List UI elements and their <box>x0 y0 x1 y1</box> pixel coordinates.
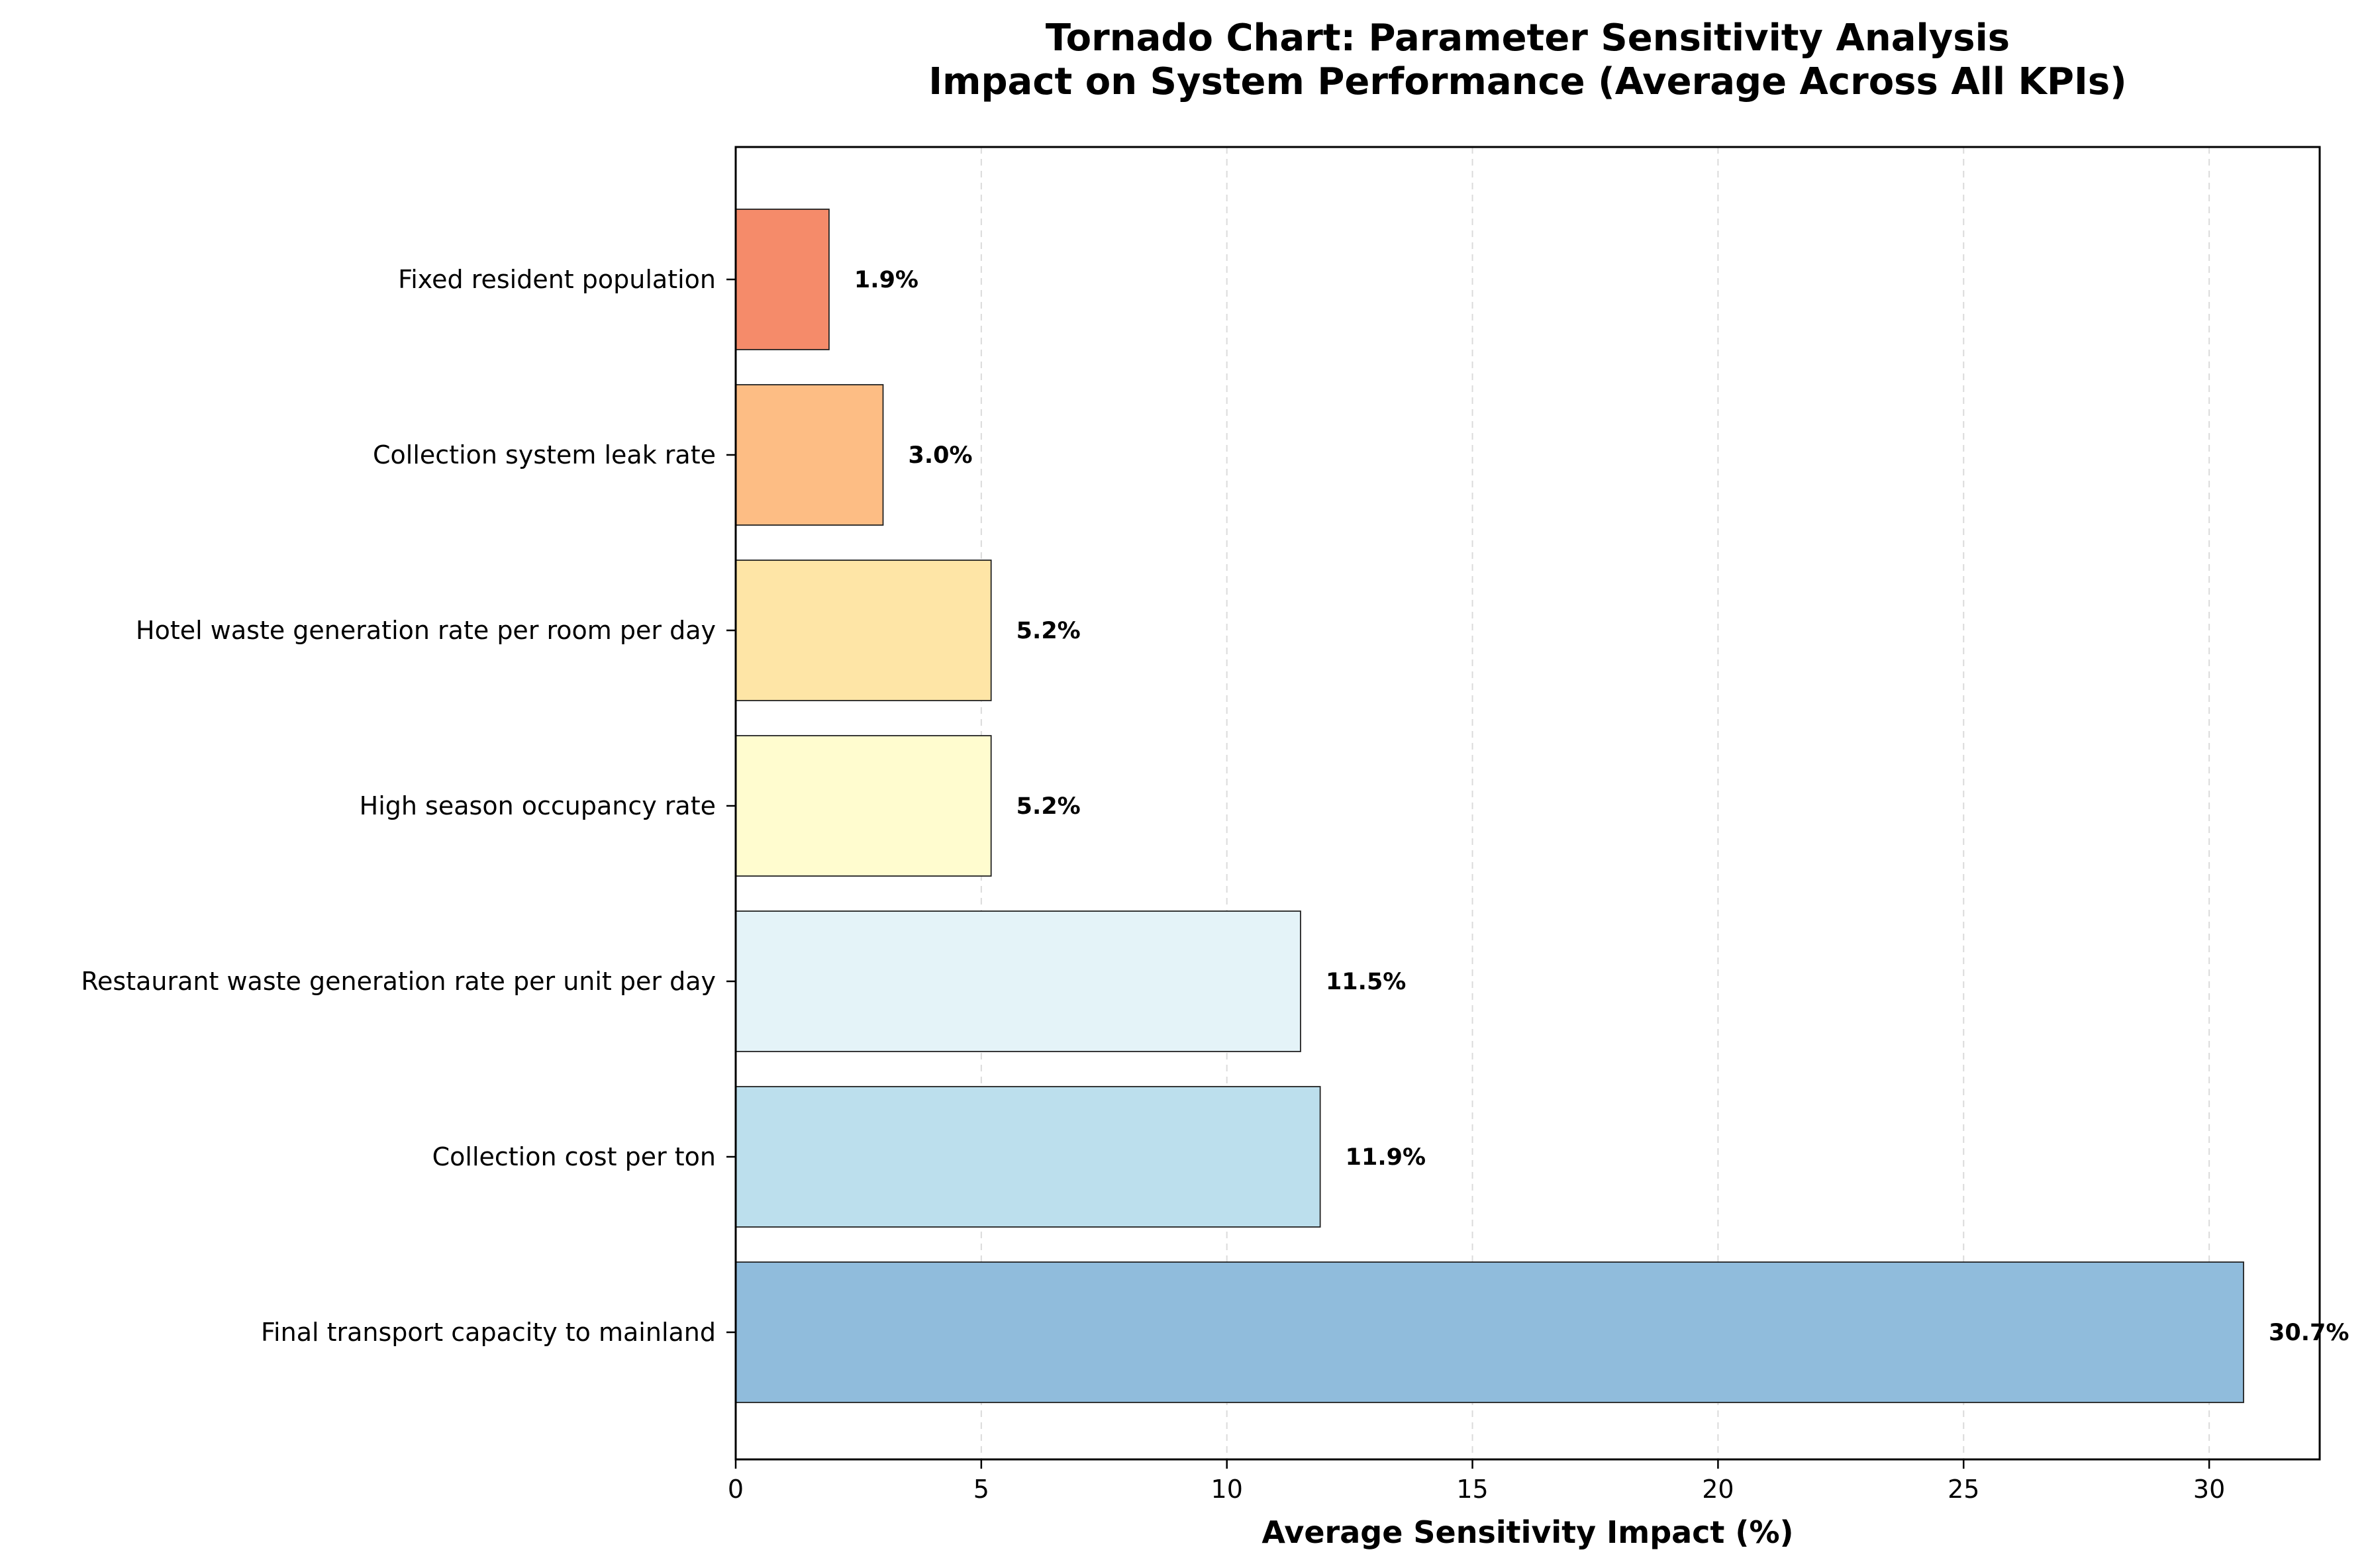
bar <box>735 910 1301 1052</box>
bar <box>735 735 992 877</box>
value-label: 30.7% <box>2269 1320 2349 1346</box>
value-label: 1.9% <box>854 267 918 293</box>
value-label: 11.5% <box>1326 969 1406 995</box>
x-tick-label: 30 <box>2193 1475 2225 1504</box>
x-tick-label: 20 <box>1702 1475 1734 1504</box>
category-label: Final transport capacity to mainland <box>261 1318 716 1347</box>
category-label: High season occupancy rate <box>360 791 716 820</box>
value-label: 5.2% <box>1016 618 1081 644</box>
category-label: Fixed resident population <box>398 265 716 294</box>
bar <box>735 560 992 701</box>
value-label: 5.2% <box>1016 793 1081 820</box>
bar <box>735 1086 1321 1228</box>
x-tick-label: 25 <box>1948 1475 1979 1504</box>
category-label: Restaurant waste generation rate per uni… <box>81 967 716 996</box>
category-label: Hotel waste generation rate per room per… <box>136 616 716 645</box>
plot-frame <box>734 146 2321 1461</box>
bar <box>735 209 830 350</box>
category-label: Collection cost per ton <box>432 1142 716 1171</box>
x-axis-label: Average Sensitivity Impact (%) <box>1261 1514 1793 1550</box>
category-label: Collection system leak rate <box>373 440 716 469</box>
value-labels: 1.9% 3.0% 5.2% 5.2% 11.5% 11.9% 30.7% <box>854 267 2349 1346</box>
value-label: 3.0% <box>909 442 973 469</box>
x-tick-label: 5 <box>973 1475 989 1504</box>
x-tick-label: 15 <box>1456 1475 1488 1504</box>
chart-title-line-1: Tornado Chart: Parameter Sensitivity Ana… <box>1046 17 2010 60</box>
chart-title-line-2: Impact on System Performance (Average Ac… <box>928 60 2127 103</box>
value-label: 11.9% <box>1346 1144 1426 1171</box>
bar <box>735 384 884 526</box>
grid-lines <box>980 147 2210 1459</box>
x-ticks: 0 5 10 15 20 25 30 <box>728 1459 2225 1504</box>
bar <box>735 1261 2244 1403</box>
bars <box>735 209 2244 1403</box>
category-labels: Fixed resident population Collection syst… <box>81 265 736 1347</box>
x-tick-label: 10 <box>1211 1475 1243 1504</box>
x-tick-label: 0 <box>728 1475 744 1504</box>
